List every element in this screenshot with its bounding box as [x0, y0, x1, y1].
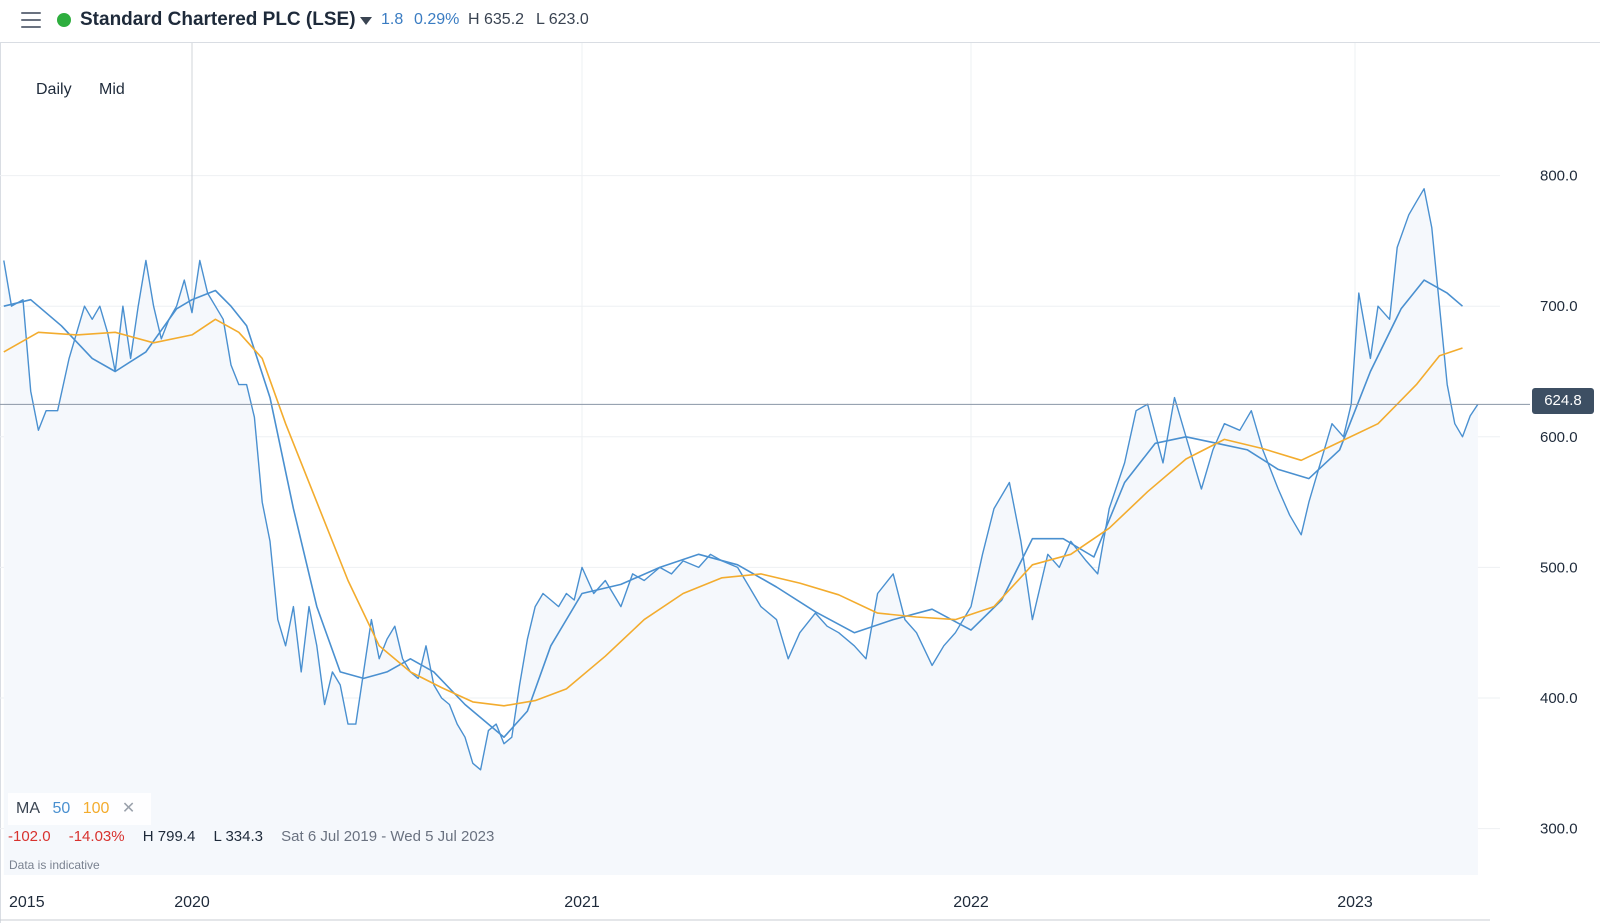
moving-average-legend: MA 50 100 ✕	[8, 793, 152, 825]
x-tick-label: 2022	[953, 894, 989, 911]
y-tick-label: 600.0	[1540, 429, 1578, 446]
x-tick-label: 2021	[564, 894, 600, 911]
current-price-tag: 624.8	[1532, 388, 1594, 414]
hamburger-icon[interactable]	[21, 12, 41, 28]
session-low: L 623.0	[536, 11, 589, 28]
range-change: -102.0	[8, 828, 51, 845]
instrument-name[interactable]: Standard Chartered PLC (LSE)	[80, 9, 356, 30]
price-change-percent: 0.29%	[414, 11, 460, 28]
y-tick-label: 400.0	[1540, 690, 1578, 707]
range-stats: -102.0 -14.03% H 799.4 L 334.3 Sat 6 Jul…	[8, 828, 508, 845]
range-change-percent: -14.03%	[68, 828, 125, 845]
ma-long-period[interactable]: 100	[82, 800, 110, 817]
chart-header: Standard Chartered PLC (LSE) 1.8 0.29% H…	[0, 0, 1600, 43]
chart-left-border	[0, 43, 1, 923]
price-series-line	[3, 188, 1479, 771]
price-type-selector[interactable]: Mid	[99, 81, 125, 98]
session-high: H 635.2	[468, 11, 525, 28]
range-low: L 334.3	[213, 828, 263, 845]
close-icon[interactable]: ✕	[121, 800, 136, 817]
x-tick-label: 2015	[9, 894, 45, 911]
ma50-series-line	[3, 279, 1464, 738]
x-tick-label: 2023	[1337, 894, 1373, 911]
ma-label: MA	[16, 800, 40, 817]
data-disclaimer: Data is indicative	[9, 858, 100, 872]
ma100-series-line	[3, 318, 1463, 707]
chevron-down-icon[interactable]	[360, 17, 372, 25]
ma-short-period[interactable]: 50	[52, 800, 71, 817]
y-tick-label: 300.0	[1540, 821, 1578, 838]
y-tick-label: 800.0	[1540, 168, 1578, 185]
price-area-fill	[3, 188, 1478, 875]
market-status-icon	[57, 13, 71, 27]
y-tick-label: 500.0	[1540, 559, 1578, 576]
date-range: Sat 6 Jul 2019 - Wed 5 Jul 2023	[281, 828, 495, 845]
price-change: 1.8	[381, 11, 404, 28]
x-tick-label: 2020	[174, 894, 210, 911]
price-chart[interactable]: 300.0 400.0 500.0 600.0 700.0 800.0 2015 2020 20…	[0, 43, 1600, 923]
y-tick-label: 700.0	[1540, 298, 1578, 315]
range-high: H 799.4	[142, 828, 196, 845]
interval-selector[interactable]: Daily	[36, 81, 72, 98]
